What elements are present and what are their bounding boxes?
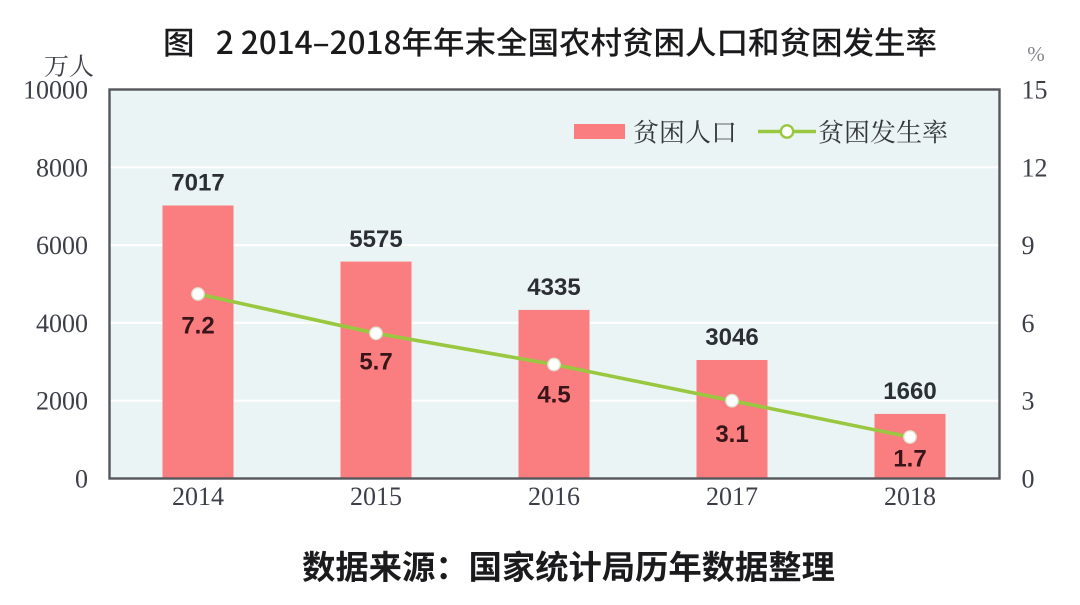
svg-text:12: 12 <box>1022 153 1048 182</box>
svg-text:2018: 2018 <box>884 482 936 511</box>
svg-text:6000: 6000 <box>36 231 88 260</box>
svg-text:3.1: 3.1 <box>715 421 748 448</box>
svg-text:2014: 2014 <box>172 482 224 511</box>
svg-text:1660: 1660 <box>883 378 936 405</box>
svg-text:2000: 2000 <box>36 387 88 416</box>
svg-text:0: 0 <box>75 465 88 494</box>
svg-text:4.5: 4.5 <box>537 382 570 409</box>
svg-text:7017: 7017 <box>171 170 224 197</box>
svg-text:5575: 5575 <box>349 226 402 253</box>
svg-text:10000: 10000 <box>23 76 88 105</box>
svg-text:15: 15 <box>1022 76 1048 105</box>
svg-text:5.7: 5.7 <box>359 349 392 376</box>
svg-text:2017: 2017 <box>706 482 758 511</box>
svg-text:4000: 4000 <box>36 309 88 338</box>
svg-text:8000: 8000 <box>36 153 88 182</box>
svg-text:3: 3 <box>1022 387 1035 416</box>
svg-text:1.7: 1.7 <box>893 446 926 473</box>
svg-text:4335: 4335 <box>527 274 580 301</box>
svg-text:9: 9 <box>1022 231 1035 260</box>
svg-text:%: % <box>1027 42 1045 66</box>
svg-text:3046: 3046 <box>705 324 758 351</box>
svg-text:2016: 2016 <box>528 482 580 511</box>
svg-text:7.2: 7.2 <box>181 313 214 340</box>
svg-text:0: 0 <box>1022 465 1035 494</box>
svg-text:6: 6 <box>1022 309 1035 338</box>
svg-text:2015: 2015 <box>350 482 402 511</box>
